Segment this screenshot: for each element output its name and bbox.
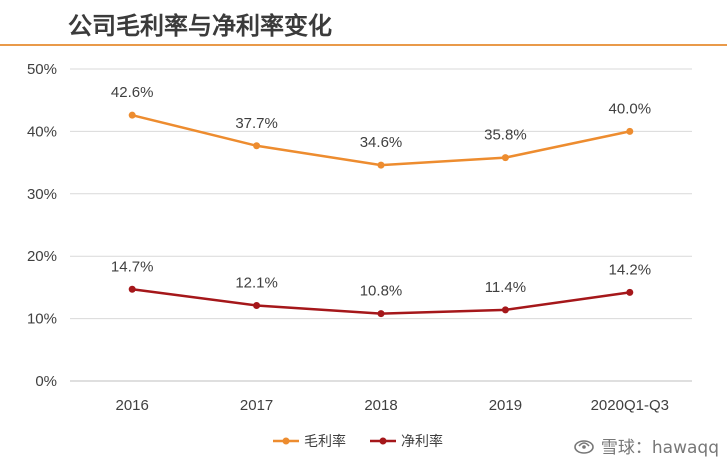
xueqiu-logo-icon	[574, 439, 594, 454]
y-tick-label: 40%	[27, 123, 57, 140]
watermark: 雪球：hawaqq	[573, 433, 719, 458]
data-point	[377, 161, 385, 169]
chart-title: 公司毛利率与净利率变化	[68, 12, 332, 40]
x-tick-label: 2018	[364, 397, 397, 414]
data-point	[501, 154, 509, 162]
data-point	[128, 285, 136, 293]
data-label: 10.8%	[360, 283, 403, 300]
legend-swatch-marker	[282, 437, 290, 445]
data-point	[377, 310, 385, 318]
watermark-text: 雪球：hawaqq	[600, 438, 719, 458]
y-tick-label: 0%	[35, 373, 57, 390]
x-tick-label: 2020Q1-Q3	[591, 397, 669, 414]
data-label: 42.6%	[111, 84, 154, 101]
title-divider	[0, 44, 727, 46]
legend-swatch-marker	[379, 437, 387, 445]
legend-label: 净利率	[401, 433, 443, 450]
data-label: 35.8%	[484, 127, 527, 144]
data-label: 40.0%	[609, 100, 652, 117]
x-tick-label: 2019	[489, 397, 522, 414]
data-point	[626, 127, 634, 135]
data-label: 37.7%	[235, 115, 278, 132]
data-point	[253, 142, 261, 150]
x-tick-label: 2017	[240, 397, 273, 414]
legend-label: 毛利率	[304, 433, 346, 450]
data-label: 11.4%	[485, 279, 526, 296]
data-point	[253, 301, 261, 309]
data-point	[626, 288, 634, 296]
x-tick-label: 2016	[116, 397, 149, 414]
data-label: 12.1%	[235, 274, 278, 291]
y-tick-label: 10%	[27, 311, 57, 328]
data-label: 14.7%	[111, 258, 154, 275]
y-tick-label: 50%	[27, 61, 57, 78]
data-point	[128, 111, 136, 119]
data-point	[501, 306, 509, 314]
data-label: 14.2%	[609, 261, 652, 278]
y-tick-label: 30%	[27, 186, 57, 203]
y-tick-label: 20%	[27, 248, 57, 265]
data-label: 34.6%	[360, 134, 403, 151]
